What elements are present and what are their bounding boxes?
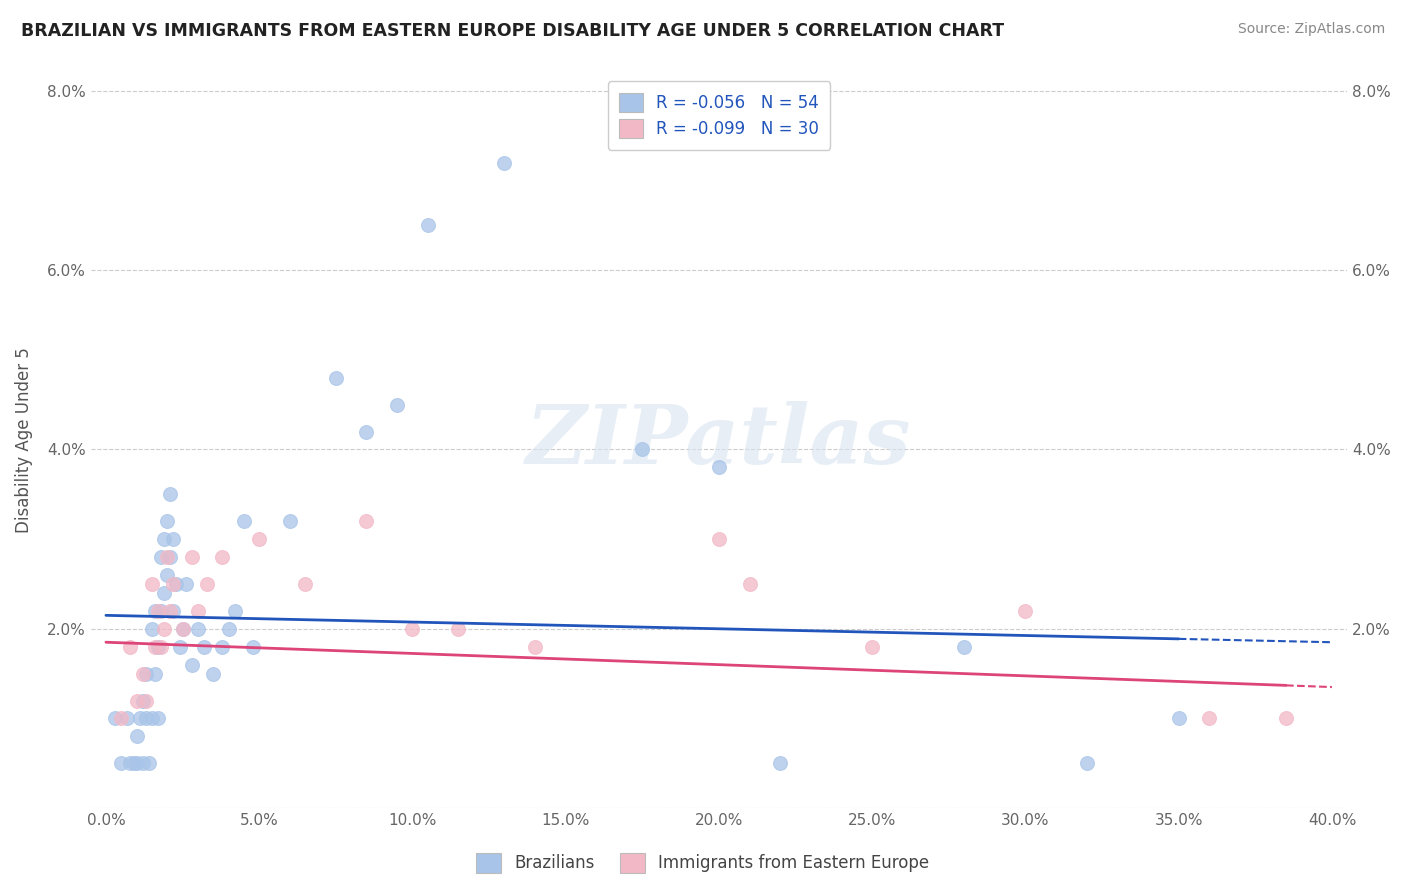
Point [150, 604, 173, 618]
Point [193, 640, 215, 654]
Point [247, 532, 270, 546]
Point [135, 711, 157, 725]
Legend: Brazilians, Immigrants from Eastern Europe: Brazilians, Immigrants from Eastern Euro… [470, 847, 936, 880]
Point [1167, 711, 1189, 725]
Point [1014, 604, 1036, 618]
Point [707, 532, 730, 546]
Point [242, 640, 264, 654]
Point [172, 622, 194, 636]
Point [128, 711, 150, 725]
Point [159, 550, 181, 565]
Point [494, 155, 516, 169]
Point [146, 711, 169, 725]
Point [401, 622, 423, 636]
Point [122, 756, 145, 771]
Point [156, 568, 179, 582]
Point [180, 550, 202, 565]
Point [224, 604, 246, 618]
Point [150, 640, 173, 654]
Point [110, 756, 132, 771]
Point [738, 577, 761, 591]
Point [159, 487, 181, 501]
Point [153, 622, 176, 636]
Point [165, 577, 187, 591]
Point [156, 550, 179, 565]
Point [211, 640, 233, 654]
Point [172, 622, 194, 636]
Point [120, 756, 142, 771]
Text: ZIPatlas: ZIPatlas [526, 401, 911, 481]
Point [174, 577, 197, 591]
Point [143, 666, 166, 681]
Point [1076, 756, 1098, 771]
Point [110, 711, 132, 725]
Point [356, 514, 378, 528]
Point [162, 532, 184, 546]
Point [125, 756, 148, 771]
Point [156, 514, 179, 528]
Point [769, 756, 792, 771]
Point [141, 711, 163, 725]
Point [202, 666, 225, 681]
Point [162, 604, 184, 618]
Point [707, 460, 730, 475]
Point [325, 371, 347, 385]
Point [141, 577, 163, 591]
Point [135, 693, 157, 707]
Point [195, 577, 218, 591]
Point [153, 586, 176, 600]
Point [117, 711, 139, 725]
Point [135, 666, 157, 681]
Point [132, 693, 155, 707]
Point [169, 640, 191, 654]
Point [385, 398, 408, 412]
Point [631, 442, 654, 457]
Point [153, 532, 176, 546]
Point [143, 604, 166, 618]
Point [141, 622, 163, 636]
Point [294, 577, 316, 591]
Point [356, 425, 378, 439]
Point [180, 657, 202, 672]
Point [125, 730, 148, 744]
Point [120, 640, 142, 654]
Point [132, 666, 155, 681]
Point [125, 693, 148, 707]
Point [1198, 711, 1220, 725]
Y-axis label: Disability Age Under 5: Disability Age Under 5 [15, 348, 32, 533]
Point [953, 640, 976, 654]
Point [416, 219, 439, 233]
Point [162, 577, 184, 591]
Point [524, 640, 547, 654]
Point [187, 604, 209, 618]
Text: BRAZILIAN VS IMMIGRANTS FROM EASTERN EUROPE DISABILITY AGE UNDER 5 CORRELATION C: BRAZILIAN VS IMMIGRANTS FROM EASTERN EUR… [21, 22, 1004, 40]
Legend: R = -0.056   N = 54, R = -0.099   N = 30: R = -0.056 N = 54, R = -0.099 N = 30 [607, 81, 831, 150]
Point [132, 756, 155, 771]
Point [146, 604, 169, 618]
Point [187, 622, 209, 636]
Point [218, 622, 240, 636]
Point [447, 622, 470, 636]
Point [146, 640, 169, 654]
Point [138, 756, 160, 771]
Point [150, 550, 173, 565]
Point [104, 711, 127, 725]
Point [1275, 711, 1298, 725]
Point [860, 640, 883, 654]
Point [211, 550, 233, 565]
Point [143, 640, 166, 654]
Point [159, 604, 181, 618]
Text: Source: ZipAtlas.com: Source: ZipAtlas.com [1237, 22, 1385, 37]
Point [278, 514, 301, 528]
Point [232, 514, 254, 528]
